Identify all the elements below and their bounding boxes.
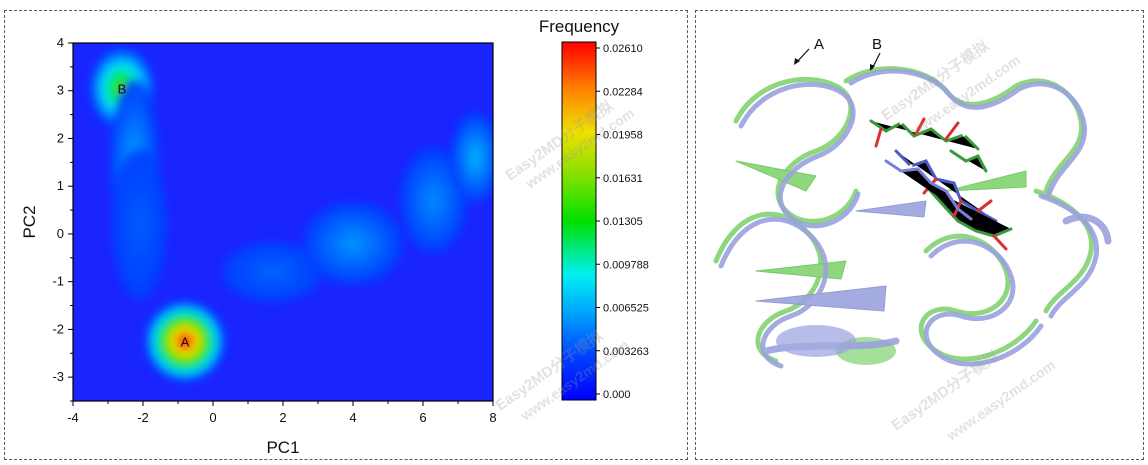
density-contour — [266, 268, 279, 276]
x-tick-label: 4 — [349, 410, 356, 425]
density-contour — [179, 336, 191, 347]
y-tick-label: 1 — [57, 178, 64, 193]
x-tick-label: -2 — [137, 410, 149, 425]
pca-chart-panel: A B -4 -2 0 2 4 6 8 -3 -2 -1 0 1 2 3 4 PC1 PC2 Freque… — [4, 10, 688, 460]
x-axis-ticks: -4 -2 0 2 4 6 8 — [67, 401, 497, 425]
colorbar-tick-label: 0.02610 — [603, 43, 643, 55]
colorbar-tick-label: 0.01305 — [603, 216, 643, 228]
colorbar-tick-label: 0.01631 — [603, 173, 643, 185]
y-axis-ticks: -3 -2 -1 0 1 2 3 4 — [52, 35, 73, 402]
structure-a-ribbons — [718, 68, 1112, 369]
x-tick-label: 6 — [419, 410, 426, 425]
peak-label-b: B — [118, 81, 127, 96]
y-tick-label: -1 — [52, 274, 64, 289]
ligand-sticks — [869, 107, 1013, 251]
free-energy-landscape-chart: A B -4 -2 0 2 4 6 8 -3 -2 -1 0 1 2 3 4 PC1 PC2 Freque… — [20, 17, 649, 457]
x-tick-label: -4 — [67, 410, 79, 425]
arrow-a-head — [794, 58, 800, 65]
density-contour — [346, 238, 360, 249]
protein-structure-overlay: A B Easy2MD分子模拟 www.easy2md.com Easy2MD分… — [713, 36, 1112, 444]
y-axis-title: PC2 — [20, 205, 39, 238]
x-axis-title: PC1 — [266, 438, 299, 457]
x-tick-label: 8 — [489, 410, 496, 425]
x-tick-label: 2 — [279, 410, 286, 425]
colorbar-tick-label: 0.006525 — [603, 303, 649, 315]
structure-label-a: A — [814, 36, 824, 53]
colorbar-tick-label: 0.000 — [603, 389, 631, 401]
density-contour — [136, 214, 143, 234]
x-tick-label: 0 — [209, 410, 216, 425]
y-tick-label: 2 — [57, 130, 64, 145]
structure-label-b: B — [872, 36, 882, 53]
colorbar-tick-label: 0.01958 — [603, 130, 643, 142]
colorbar-tick-label: 0.02284 — [603, 86, 643, 98]
arrow-b-head — [870, 64, 875, 71]
heatmap-density — [88, 46, 493, 384]
colorbar-tick-label: 0.009788 — [603, 259, 649, 271]
y-tick-label: -3 — [52, 369, 64, 384]
density-contour — [472, 151, 479, 164]
y-tick-label: 4 — [57, 35, 64, 50]
colorbar-title: Frequency — [539, 17, 620, 36]
y-tick-label: 3 — [57, 83, 64, 98]
density-contour — [429, 193, 438, 208]
colorbar-tick-label: 0.003263 — [603, 346, 649, 358]
y-tick-label: 0 — [57, 226, 64, 241]
structure-b-ribbons — [713, 66, 1094, 365]
y-tick-label: -2 — [52, 321, 64, 336]
protein-structure-panel: A B Easy2MD分子模拟 www.easy2md.com Easy2MD分… — [695, 10, 1144, 460]
peak-label-a: A — [181, 334, 190, 349]
colorbar-ticks: 0.000 0.003263 0.006525 0.009788 0.01305 0.01… — [596, 43, 649, 401]
